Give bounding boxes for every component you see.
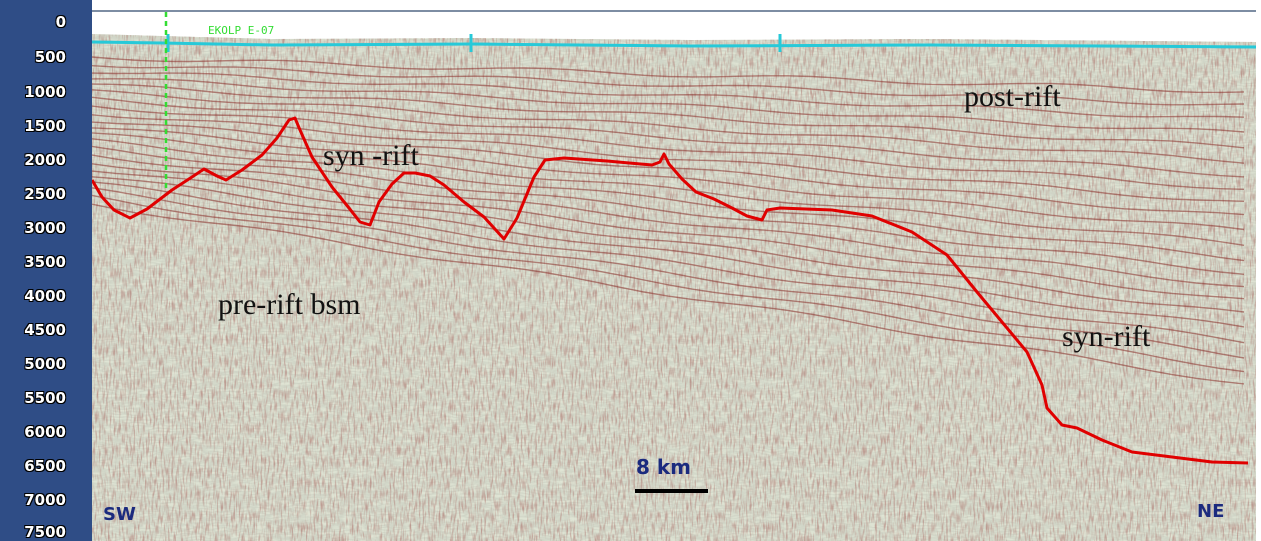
reflector-line xyxy=(92,65,1245,106)
reflector-line xyxy=(92,89,1245,164)
reflector-line xyxy=(92,56,1245,94)
reflector-line xyxy=(92,78,1245,133)
depth-tick-label: 4500 xyxy=(24,321,66,339)
post-rift-label: post-rift xyxy=(964,80,1061,113)
scale-bar-label: 8 km xyxy=(636,455,692,479)
reflector-line xyxy=(92,127,1245,231)
seismic-texture xyxy=(92,34,1256,541)
basement-horizon xyxy=(92,116,1249,465)
reflector-line xyxy=(92,121,1245,216)
depth-tick-label: 3500 xyxy=(24,253,66,271)
reflector-line xyxy=(92,194,1245,373)
compass-ne-label: NE xyxy=(1197,501,1225,522)
reflector-line xyxy=(92,170,1245,313)
depth-tick-label: 500 xyxy=(34,48,66,66)
depth-tick-label: 3000 xyxy=(24,219,66,237)
reflector-line xyxy=(92,72,1245,118)
reflector-line xyxy=(92,105,1245,190)
reflector-line xyxy=(92,176,1245,328)
reflector-line xyxy=(92,138,1245,262)
reflector-line xyxy=(92,96,1245,178)
depth-tick-label: 7500 xyxy=(24,523,66,541)
depth-tick-label: 2000 xyxy=(24,151,66,169)
seismic-section xyxy=(92,12,1256,541)
syn-rift-lower-label: syn-rift xyxy=(1062,320,1151,353)
reflector-line xyxy=(92,83,1245,149)
scale-bar xyxy=(635,489,708,493)
depth-tick-label: 5500 xyxy=(24,389,66,407)
syn-rift-upper-label: syn -rift xyxy=(323,139,419,172)
reflector-line xyxy=(92,145,1245,275)
pre-rift-label: pre-rift bsm xyxy=(218,288,361,321)
water-column xyxy=(92,12,1256,42)
depth-tick-label: 5000 xyxy=(24,355,66,373)
reflector-line xyxy=(92,132,1245,246)
depth-tick-label: 0 xyxy=(55,13,66,31)
reflector-line xyxy=(92,181,1245,344)
depth-tick-label: 1000 xyxy=(24,83,66,101)
reflector-line xyxy=(92,163,1245,300)
depth-axis: 0 500 1000 1500 2000 2500 3000 3500 4000… xyxy=(0,0,92,541)
depth-tick-label: 2500 xyxy=(24,185,66,203)
depth-tick-label: 6000 xyxy=(24,423,66,441)
compass-sw-label: SW xyxy=(103,504,136,525)
depth-tick-label: 6500 xyxy=(24,457,66,475)
depth-tick-label: 4000 xyxy=(24,287,66,305)
depth-tick-label: 1500 xyxy=(24,117,66,135)
reflector-line xyxy=(92,187,1245,359)
well-label: EKOLP E-07 xyxy=(208,24,275,37)
post-rift-reflectors xyxy=(92,56,1245,385)
depth-tick-label: 7000 xyxy=(24,491,66,509)
reflector-line xyxy=(92,154,1245,288)
reflector-line xyxy=(92,203,1245,385)
seismic-panel: EKOLP E-07 xyxy=(92,10,1256,541)
